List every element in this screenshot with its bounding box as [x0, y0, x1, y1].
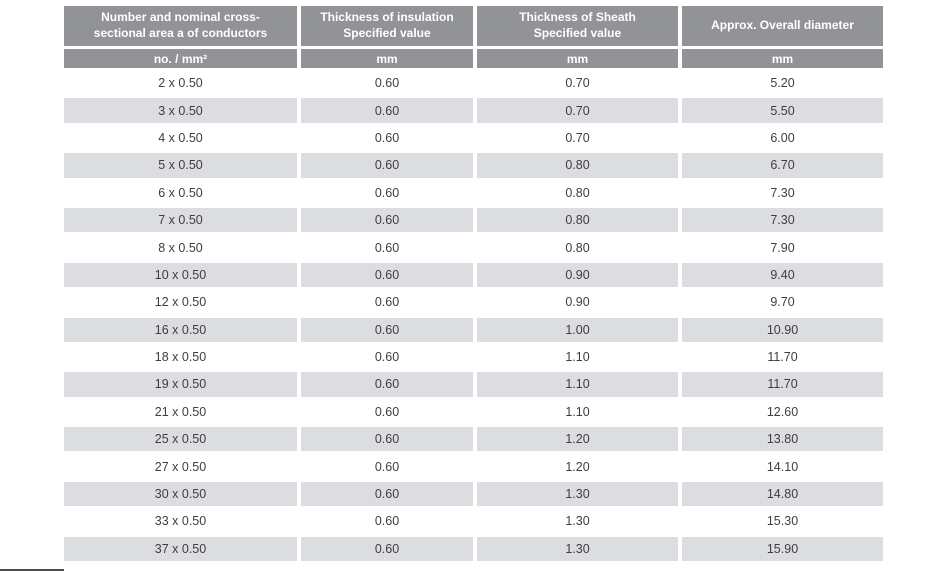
cell-diameter: 12.60	[682, 399, 883, 425]
cell-insulation: 0.60	[301, 509, 473, 534]
unit-cell-diameter: mm	[682, 49, 883, 68]
cell-diameter: 15.90	[682, 536, 883, 562]
cell-conductors: 10 x 0.50	[64, 262, 297, 288]
cell-sheath: 0.90	[477, 290, 678, 315]
cell-sheath: 1.00	[477, 317, 678, 342]
cell-insulation: 0.60	[301, 427, 473, 452]
cell-sheath: 0.80	[477, 153, 678, 178]
cell-sheath: 0.80	[477, 235, 678, 260]
cell-insulation: 0.60	[301, 454, 473, 479]
cell-insulation: 0.60	[301, 317, 473, 342]
cable-spec-table: Number and nominal cross- sectional area…	[64, 6, 883, 562]
cell-sheath: 1.20	[477, 454, 678, 479]
cell-insulation: 0.60	[301, 71, 473, 96]
cell-diameter: 7.90	[682, 235, 883, 260]
cell-sheath: 0.70	[477, 98, 678, 123]
cell-sheath: 0.80	[477, 207, 678, 233]
cell-conductors: 7 x 0.50	[64, 207, 297, 233]
cell-conductors: 12 x 0.50	[64, 290, 297, 315]
cell-insulation: 0.60	[301, 481, 473, 507]
cell-insulation: 0.60	[301, 262, 473, 288]
cell-insulation: 0.60	[301, 290, 473, 315]
column-header-conductors: Number and nominal cross- sectional area…	[64, 6, 297, 46]
cell-diameter: 5.20	[682, 71, 883, 96]
column-header-diameter: Approx. Overall diameter	[682, 6, 883, 46]
cell-sheath: 0.80	[477, 180, 678, 205]
cell-conductors: 27 x 0.50	[64, 454, 297, 479]
cell-sheath: 1.10	[477, 399, 678, 425]
unit-cell-insulation: mm	[301, 49, 473, 68]
cell-conductors: 6 x 0.50	[64, 180, 297, 205]
cell-conductors: 21 x 0.50	[64, 399, 297, 425]
cell-conductors: 16 x 0.50	[64, 317, 297, 342]
cell-conductors: 2 x 0.50	[64, 71, 297, 96]
cell-diameter: 11.70	[682, 344, 883, 370]
cell-conductors: 4 x 0.50	[64, 125, 297, 151]
cell-diameter: 15.30	[682, 509, 883, 534]
cell-insulation: 0.60	[301, 207, 473, 233]
unit-cell-conductors: no. / mm²	[64, 49, 297, 68]
cell-diameter: 7.30	[682, 180, 883, 205]
cell-conductors: 3 x 0.50	[64, 98, 297, 123]
cell-conductors: 5 x 0.50	[64, 153, 297, 178]
cell-insulation: 0.60	[301, 344, 473, 370]
cell-diameter: 6.70	[682, 153, 883, 178]
cell-insulation: 0.60	[301, 372, 473, 397]
cell-sheath: 1.30	[477, 536, 678, 562]
cell-conductors: 18 x 0.50	[64, 344, 297, 370]
cell-diameter: 14.80	[682, 481, 883, 507]
cell-insulation: 0.60	[301, 98, 473, 123]
cell-sheath: 1.10	[477, 372, 678, 397]
cell-diameter: 7.30	[682, 207, 883, 233]
unit-cell-sheath: mm	[477, 49, 678, 68]
cell-conductors: 37 x 0.50	[64, 536, 297, 562]
cell-diameter: 9.40	[682, 262, 883, 288]
cell-sheath: 0.70	[477, 71, 678, 96]
cell-conductors: 30 x 0.50	[64, 481, 297, 507]
cell-insulation: 0.60	[301, 125, 473, 151]
cell-sheath: 0.90	[477, 262, 678, 288]
cell-conductors: 33 x 0.50	[64, 509, 297, 534]
cell-diameter: 14.10	[682, 454, 883, 479]
cell-conductors: 25 x 0.50	[64, 427, 297, 452]
cell-sheath: 0.70	[477, 125, 678, 151]
cell-insulation: 0.60	[301, 153, 473, 178]
cell-sheath: 1.30	[477, 481, 678, 507]
cell-sheath: 1.20	[477, 427, 678, 452]
cell-diameter: 11.70	[682, 372, 883, 397]
cell-insulation: 0.60	[301, 399, 473, 425]
cell-diameter: 13.80	[682, 427, 883, 452]
column-header-insulation: Thickness of insulation Specified value	[301, 6, 473, 46]
cell-conductors: 8 x 0.50	[64, 235, 297, 260]
cell-sheath: 1.10	[477, 344, 678, 370]
cell-diameter: 10.90	[682, 317, 883, 342]
column-header-sheath: Thickness of Sheath Specified value	[477, 6, 678, 46]
cell-conductors: 19 x 0.50	[64, 372, 297, 397]
cell-diameter: 6.00	[682, 125, 883, 151]
cell-diameter: 9.70	[682, 290, 883, 315]
page-edge-rule	[0, 569, 64, 571]
cell-insulation: 0.60	[301, 180, 473, 205]
cell-diameter: 5.50	[682, 98, 883, 123]
cell-sheath: 1.30	[477, 509, 678, 534]
cell-insulation: 0.60	[301, 536, 473, 562]
cell-insulation: 0.60	[301, 235, 473, 260]
